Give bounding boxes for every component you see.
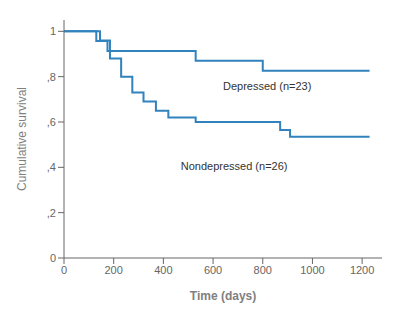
svg-text:1000: 1000 (300, 264, 324, 276)
svg-text:600: 600 (204, 264, 222, 276)
svg-text:400: 400 (154, 264, 172, 276)
svg-text:Cumulative survival: Cumulative survival (15, 87, 29, 191)
svg-text:200: 200 (105, 264, 123, 276)
svg-text:0: 0 (61, 264, 67, 276)
svg-text:,2: ,2 (47, 207, 56, 219)
svg-text:Time (days): Time (days) (190, 289, 256, 303)
svg-text:Depressed (n=23): Depressed (n=23) (223, 80, 311, 92)
svg-text:Nondepressed (n=26): Nondepressed (n=26) (181, 160, 288, 172)
svg-text:,6: ,6 (47, 116, 56, 128)
svg-text:1200: 1200 (350, 264, 374, 276)
svg-text:1: 1 (50, 25, 56, 37)
svg-text:800: 800 (254, 264, 272, 276)
svg-text:,4: ,4 (47, 161, 56, 173)
svg-text:0: 0 (50, 252, 56, 264)
svg-text:,8: ,8 (47, 71, 56, 83)
